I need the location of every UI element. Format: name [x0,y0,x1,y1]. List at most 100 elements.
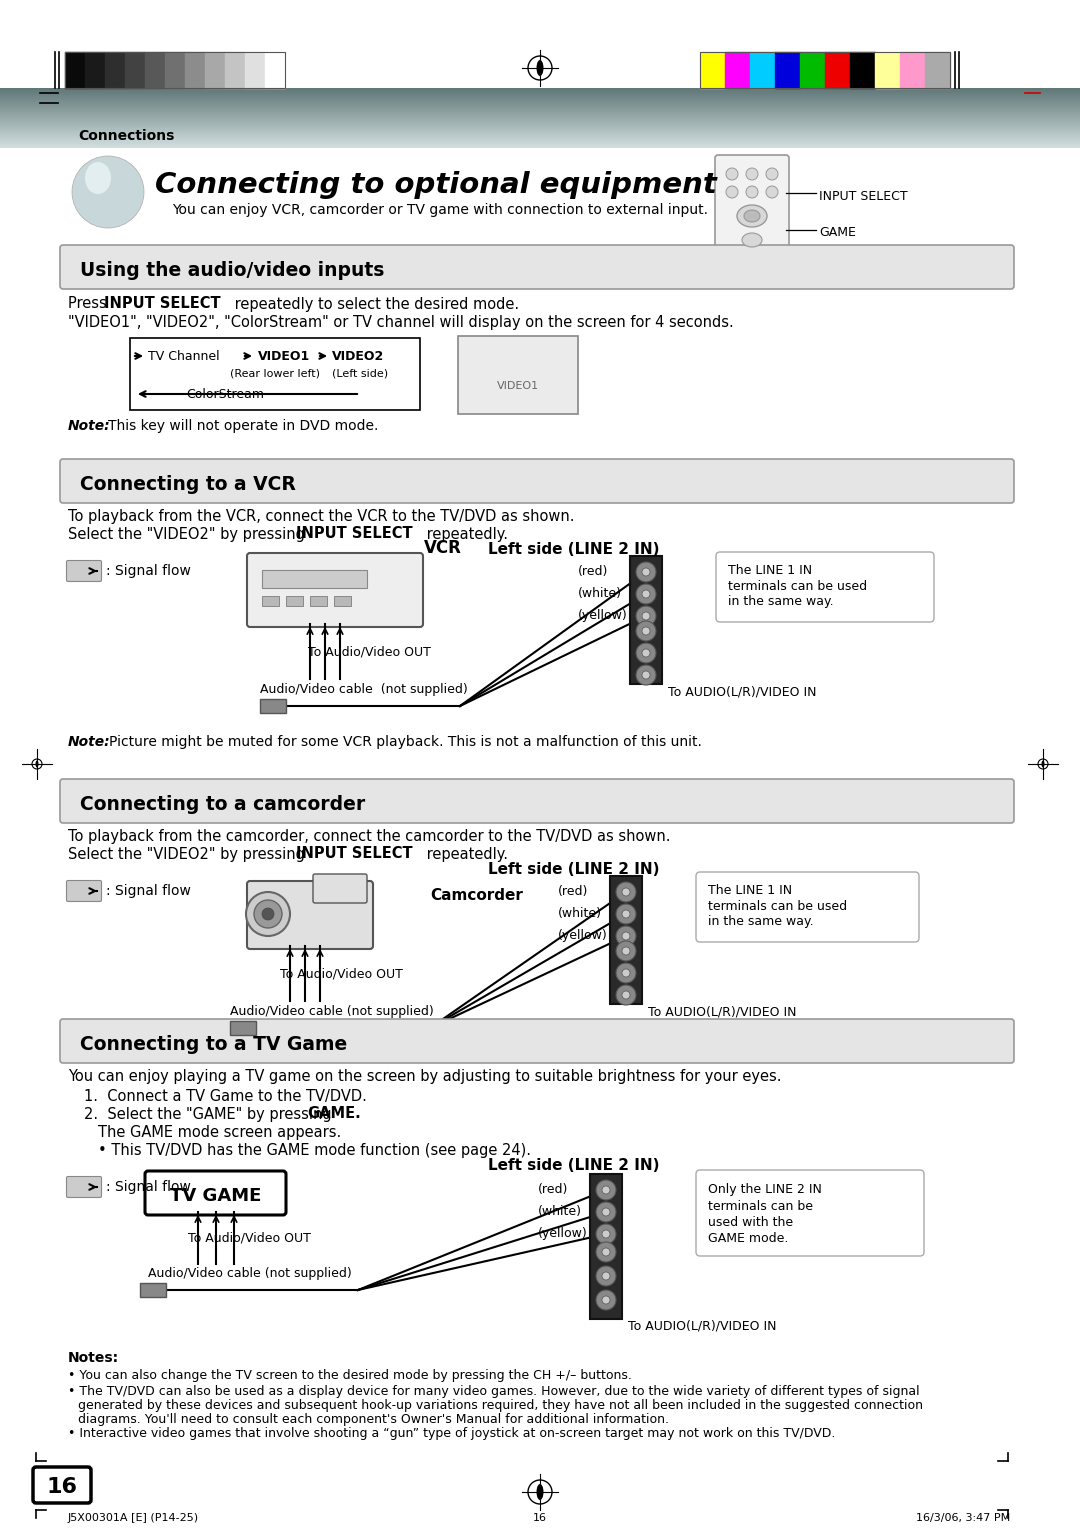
Circle shape [636,620,656,642]
Text: Note:: Note: [68,419,110,432]
Text: To AUDIO(L/R)/VIDEO IN: To AUDIO(L/R)/VIDEO IN [648,1005,797,1019]
Text: (red): (red) [538,1184,568,1196]
Text: (white): (white) [558,908,602,920]
Circle shape [596,1267,616,1287]
Bar [245,52,265,89]
Bar [630,556,662,685]
Text: VCR: VCR [424,539,462,558]
Ellipse shape [746,186,758,199]
Bar [65,52,85,89]
Bar [900,52,924,89]
Text: Camcorder: Camcorder [430,888,523,903]
Circle shape [642,568,650,576]
Bar [185,52,205,89]
Circle shape [596,1203,616,1222]
Text: 16: 16 [46,1478,78,1497]
Text: Select the "VIDEO2" by pressing: Select the "VIDEO2" by pressing [68,527,310,541]
Circle shape [596,1224,616,1244]
Bar [85,52,105,89]
Bar [750,52,775,89]
Text: • This TV/DVD has the GAME mode function (see page 24).: • This TV/DVD has the GAME mode function… [98,1143,531,1158]
Text: To AUDIO(L/R)/VIDEO IN: To AUDIO(L/R)/VIDEO IN [627,1320,777,1332]
Ellipse shape [742,232,762,248]
Circle shape [642,626,650,636]
Circle shape [622,969,630,976]
Text: 16: 16 [534,1513,546,1523]
Text: generated by these devices and subsequent hook-up variations required, they have: generated by these devices and subsequen… [78,1398,923,1412]
Text: • The TV/DVD can also be used as a display device for many video games. However,: • The TV/DVD can also be used as a displ… [68,1384,920,1398]
FancyBboxPatch shape [60,779,1014,824]
Bar [140,1284,166,1297]
Circle shape [636,607,656,626]
Text: • You can also change the TV screen to the desired mode by pressing the CH +/– b: • You can also change the TV screen to t… [68,1369,632,1383]
Text: (white): (white) [538,1206,582,1218]
Circle shape [616,941,636,961]
Circle shape [616,963,636,983]
Text: (Rear lower left): (Rear lower left) [230,368,320,377]
Text: repeatedly.: repeatedly. [422,527,508,541]
FancyBboxPatch shape [247,882,373,949]
Text: GAME.: GAME. [307,1106,361,1122]
Text: terminals can be used: terminals can be used [708,900,847,912]
Bar [130,338,420,410]
Ellipse shape [737,205,767,228]
Ellipse shape [537,60,543,76]
Text: (yellow): (yellow) [558,929,608,943]
Circle shape [642,613,650,620]
Circle shape [642,649,650,657]
Text: diagrams. You'll need to consult each component's Owner's Manual for additional : diagrams. You'll need to consult each co… [78,1412,669,1426]
Ellipse shape [72,156,144,228]
Ellipse shape [744,209,760,222]
Text: (white): (white) [578,587,622,601]
Circle shape [642,590,650,597]
Bar [610,876,642,1004]
Text: repeatedly.: repeatedly. [422,847,508,862]
FancyBboxPatch shape [145,1170,286,1215]
Text: : Signal flow: : Signal flow [106,1180,191,1193]
FancyBboxPatch shape [696,872,919,941]
Circle shape [636,562,656,582]
Text: You can enjoy VCR, camcorder or TV game with connection to external input.: You can enjoy VCR, camcorder or TV game … [172,203,708,217]
Circle shape [602,1186,610,1193]
Text: You can enjoy playing a TV game on the screen by adjusting to suitable brightnes: You can enjoy playing a TV game on the s… [68,1070,782,1085]
Text: (Left side): (Left side) [332,368,388,377]
Text: Connecting to optional equipment: Connecting to optional equipment [156,171,717,199]
Circle shape [254,900,282,927]
Circle shape [596,1242,616,1262]
Bar [225,52,245,89]
Circle shape [616,882,636,902]
Text: Audio/Video cable  (not supplied): Audio/Video cable (not supplied) [260,683,468,695]
Circle shape [622,992,630,999]
Text: 16/3/06, 3:47 PM: 16/3/06, 3:47 PM [916,1513,1010,1523]
FancyBboxPatch shape [33,1467,91,1504]
Text: terminals can be used: terminals can be used [728,579,867,593]
Circle shape [602,1230,610,1238]
Text: Notes:: Notes: [68,1351,119,1365]
Circle shape [602,1296,610,1303]
Bar [800,52,825,89]
Text: terminals can be: terminals can be [708,1199,813,1213]
Bar [230,1021,256,1034]
Bar [875,52,900,89]
Ellipse shape [36,761,39,767]
Text: Audio/Video cable (not supplied): Audio/Video cable (not supplied) [230,1004,434,1018]
FancyBboxPatch shape [247,553,423,626]
Text: in the same way.: in the same way. [728,596,834,608]
Circle shape [616,986,636,1005]
Text: • Interactive video games that involve shooting a “gun” type of joystick at on-s: • Interactive video games that involve s… [68,1427,835,1439]
Bar [310,596,327,607]
Ellipse shape [726,168,738,180]
Ellipse shape [85,162,111,194]
Text: Press: Press [68,296,111,312]
Text: J5X00301A [E] (P14-25): J5X00301A [E] (P14-25) [68,1513,199,1523]
Text: : Signal flow: : Signal flow [106,564,191,578]
Bar [590,1174,622,1319]
Circle shape [622,888,630,895]
Text: To playback from the camcorder, connect the camcorder to the TV/DVD as shown.: To playback from the camcorder, connect … [68,830,671,845]
Text: Left side (LINE 2 IN): Left side (LINE 2 IN) [488,541,660,556]
Ellipse shape [537,1484,543,1500]
FancyBboxPatch shape [313,874,367,903]
Text: (red): (red) [558,886,589,898]
Bar [725,52,750,89]
FancyBboxPatch shape [60,244,1014,289]
